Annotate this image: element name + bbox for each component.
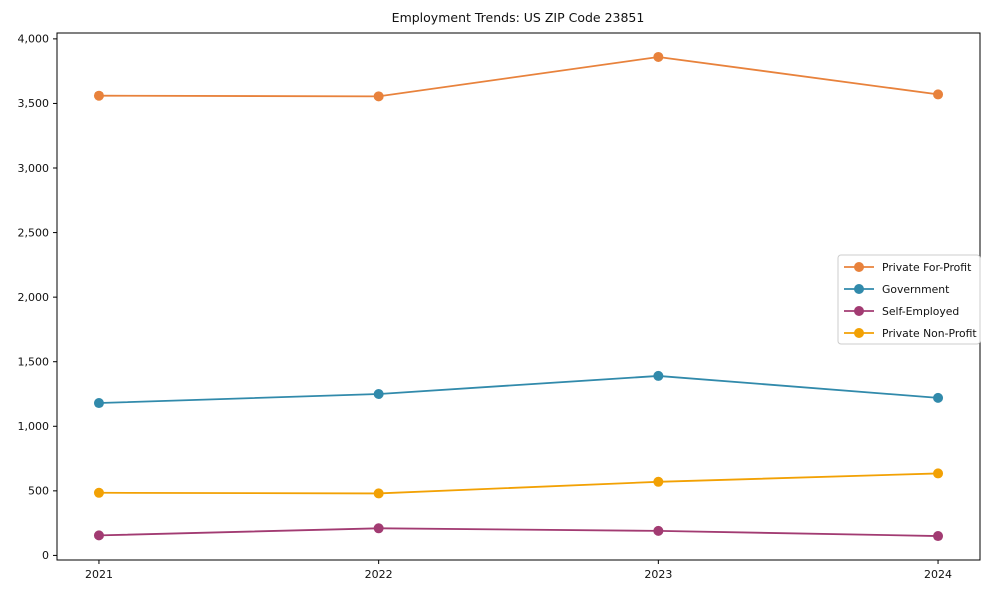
data-point-marker: [373, 488, 384, 499]
legend-marker: [854, 262, 864, 272]
y-tick-label: 3,000: [18, 162, 50, 175]
legend-item: Private For-Profit: [844, 261, 971, 274]
legend-label: Private For-Profit: [882, 261, 971, 274]
data-point-marker: [93, 398, 104, 409]
legend-marker: [854, 284, 864, 294]
data-point-marker: [933, 89, 944, 100]
legend-marker: [854, 328, 864, 338]
y-tick-label: 2,000: [18, 291, 50, 304]
y-tick-label: 0: [42, 549, 49, 562]
series-line-private-non-profit: [98, 472, 939, 495]
legend-item: Self-Employed: [844, 305, 959, 318]
y-tick-label: 500: [28, 485, 49, 498]
data-point-marker: [93, 530, 104, 541]
chart-title: Employment Trends: US ZIP Code 23851: [392, 10, 645, 25]
y-tick-label: 4,000: [18, 33, 50, 46]
data-point-marker: [653, 476, 664, 487]
y-tick-label: 3,500: [18, 97, 50, 110]
data-point-marker: [653, 370, 664, 381]
x-tick-label: 2022: [365, 568, 393, 581]
y-tick-label: 1,000: [18, 420, 50, 433]
data-point-marker: [373, 388, 384, 399]
legend: Private For-Profit Government Self-Employe…: [837, 254, 981, 345]
data-point-marker: [933, 468, 944, 479]
data-point-marker: [93, 487, 104, 498]
legend-item: Government: [844, 283, 949, 296]
legend-marker: [854, 306, 864, 316]
series-line-private-for-profit: [98, 56, 939, 98]
x-tick-label: 2021: [85, 568, 113, 581]
legend-item: Private Non-Profit: [844, 327, 977, 340]
series-line-government: [98, 375, 939, 404]
legend-box: [837, 254, 981, 345]
data-point-marker: [373, 523, 384, 534]
y-tick-label: 2,500: [18, 226, 50, 239]
legend-label: Private Non-Profit: [882, 327, 977, 340]
x-tick-label: 2023: [644, 568, 672, 581]
data-point-marker: [653, 51, 664, 62]
data-point-marker: [653, 525, 664, 536]
x-tick-label: 2024: [924, 568, 952, 581]
data-point-marker: [373, 91, 384, 102]
data-point-marker: [933, 392, 944, 403]
plot-area: 0 500 1,000 1,500 2,000 2,500 3,000 3,500 4,000 2…: [18, 32, 981, 581]
legend-label: Government: [882, 283, 949, 296]
legend-label: Self-Employed: [882, 305, 959, 318]
series-line-self-employed: [98, 527, 939, 537]
y-tick-label: 1,500: [18, 356, 50, 369]
data-point-marker: [93, 90, 104, 101]
data-point-marker: [933, 531, 944, 542]
